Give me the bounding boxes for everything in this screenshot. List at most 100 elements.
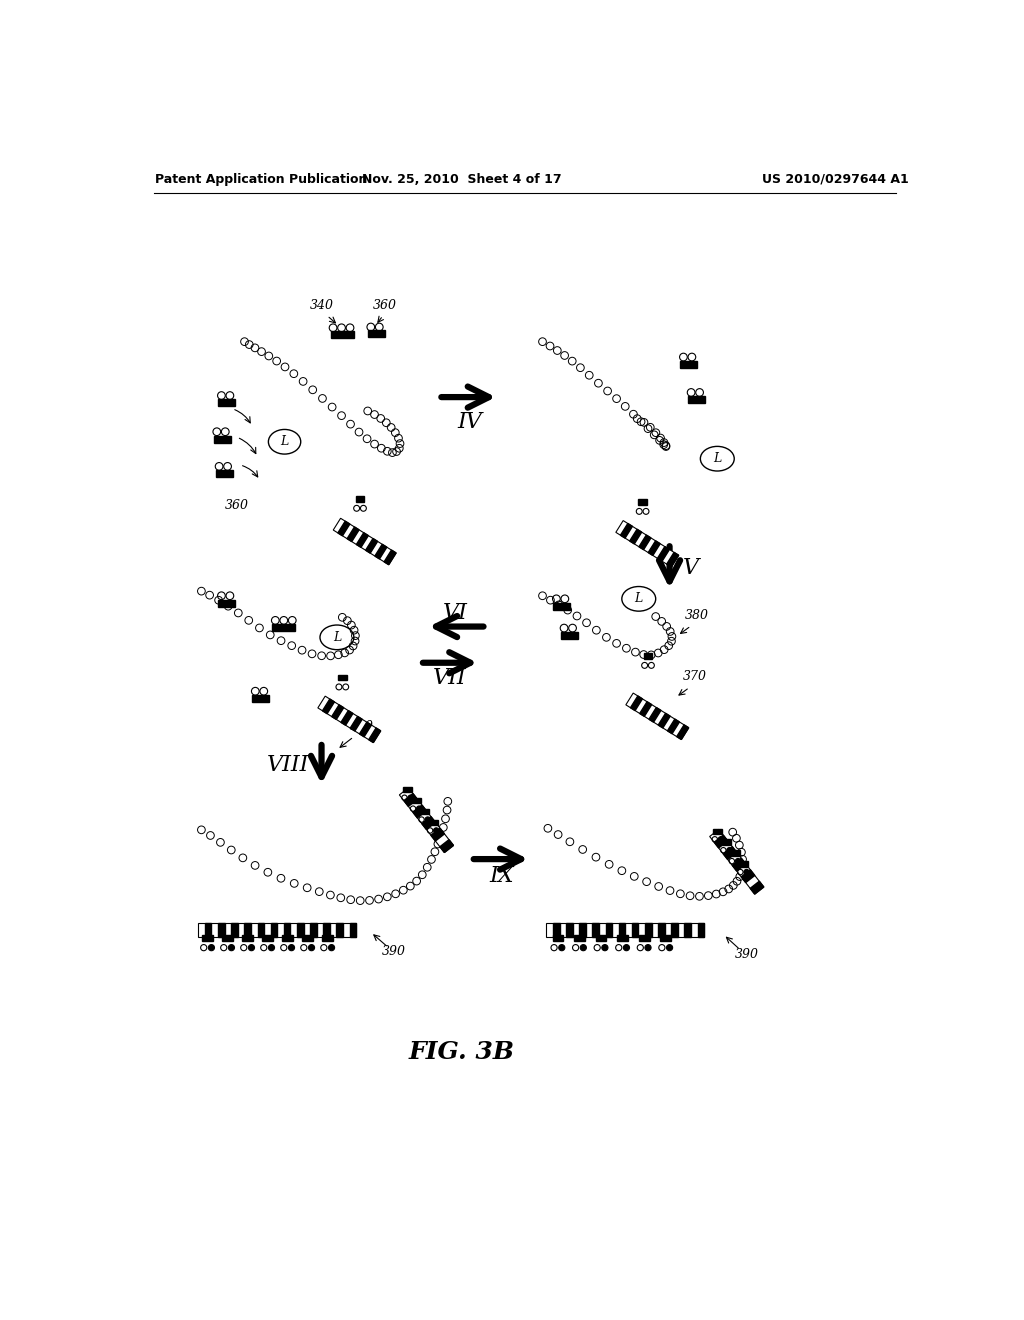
Text: V: V xyxy=(683,557,699,579)
Text: 370: 370 xyxy=(683,671,707,684)
Bar xyxy=(245,923,251,937)
Bar xyxy=(332,705,344,719)
Bar xyxy=(359,722,372,737)
Bar xyxy=(714,836,728,847)
Bar xyxy=(667,552,679,568)
Bar xyxy=(338,521,350,536)
Bar xyxy=(730,850,739,855)
Bar xyxy=(644,653,652,659)
Bar xyxy=(617,936,628,941)
Text: VIII: VIII xyxy=(267,754,309,776)
Bar xyxy=(257,923,264,937)
Bar xyxy=(369,727,381,743)
Bar xyxy=(402,787,413,792)
Bar xyxy=(688,396,705,404)
Bar xyxy=(347,527,359,541)
Bar xyxy=(341,710,353,725)
Bar xyxy=(605,923,612,937)
Bar xyxy=(697,923,705,937)
Text: Nov. 25, 2010  Sheet 4 of 17: Nov. 25, 2010 Sheet 4 of 17 xyxy=(361,173,561,186)
Bar xyxy=(324,923,330,937)
Bar xyxy=(202,936,213,941)
Bar xyxy=(722,840,731,845)
Bar xyxy=(580,923,586,937)
Bar xyxy=(218,599,236,607)
Bar xyxy=(657,546,670,561)
Circle shape xyxy=(289,945,295,950)
Bar xyxy=(272,624,295,631)
Bar xyxy=(658,713,670,727)
Bar xyxy=(732,858,745,871)
Bar xyxy=(751,882,764,894)
Bar xyxy=(645,923,651,937)
Bar xyxy=(216,470,233,478)
Circle shape xyxy=(433,828,439,833)
Bar xyxy=(222,936,233,941)
Bar xyxy=(741,870,755,883)
Text: 390: 390 xyxy=(382,945,406,958)
Bar xyxy=(428,820,438,825)
Circle shape xyxy=(727,847,732,853)
Bar xyxy=(684,923,691,937)
Bar xyxy=(593,923,599,937)
Bar xyxy=(297,923,303,937)
Circle shape xyxy=(602,945,608,950)
Circle shape xyxy=(645,945,651,950)
Bar xyxy=(631,696,642,710)
Bar xyxy=(302,936,313,941)
Circle shape xyxy=(559,945,565,950)
Bar xyxy=(412,797,421,804)
Bar xyxy=(252,696,269,702)
Bar xyxy=(333,519,396,565)
Text: Patent Application Publication: Patent Application Publication xyxy=(156,173,368,186)
Text: 360: 360 xyxy=(225,499,249,512)
Bar xyxy=(553,936,563,941)
Bar xyxy=(639,936,649,941)
Bar xyxy=(331,331,354,338)
Bar xyxy=(422,817,435,829)
Text: IX: IX xyxy=(489,865,514,887)
Bar xyxy=(243,936,253,941)
Bar xyxy=(356,533,369,548)
Bar xyxy=(566,923,572,937)
Circle shape xyxy=(329,945,335,950)
Bar xyxy=(199,923,356,937)
Bar xyxy=(413,805,426,818)
Text: 380: 380 xyxy=(684,609,709,622)
Circle shape xyxy=(718,837,724,842)
Circle shape xyxy=(667,945,673,950)
Text: 340: 340 xyxy=(349,719,374,733)
Bar xyxy=(317,696,381,743)
Bar xyxy=(677,725,689,739)
Bar xyxy=(547,923,705,937)
Circle shape xyxy=(417,807,422,812)
Bar xyxy=(218,400,236,407)
Bar xyxy=(615,520,679,568)
Circle shape xyxy=(249,945,255,950)
Bar xyxy=(672,923,678,937)
Circle shape xyxy=(208,945,214,950)
Bar xyxy=(283,936,293,941)
Bar xyxy=(403,793,418,807)
Bar xyxy=(262,936,273,941)
Bar xyxy=(640,702,651,717)
Bar xyxy=(350,717,362,731)
Circle shape xyxy=(268,945,274,950)
Bar xyxy=(366,539,378,553)
Circle shape xyxy=(425,817,430,822)
Bar xyxy=(231,923,238,937)
Bar xyxy=(284,923,291,937)
Text: 390: 390 xyxy=(734,948,759,961)
Bar xyxy=(714,829,723,834)
Bar xyxy=(368,330,385,337)
Bar xyxy=(639,535,651,549)
Bar xyxy=(375,544,387,558)
Bar xyxy=(561,632,578,639)
Circle shape xyxy=(581,945,587,950)
Bar xyxy=(399,788,454,853)
Bar xyxy=(710,829,764,894)
Bar xyxy=(632,923,638,937)
Bar xyxy=(218,923,224,937)
Bar xyxy=(574,936,585,941)
Circle shape xyxy=(743,870,750,875)
